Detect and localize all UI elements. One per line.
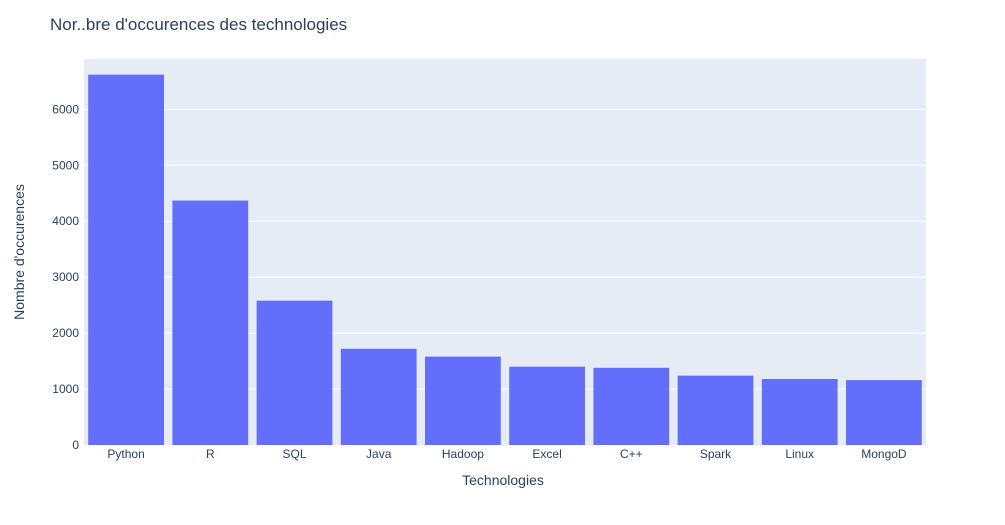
bar-r[interactable] — [172, 200, 249, 445]
chart-title: Nor..bre d'occurences des technologies — [50, 15, 347, 34]
x-tick-label: Linux — [785, 447, 814, 461]
x-axis-title: Technologies — [462, 472, 544, 488]
y-tick-label: 0 — [72, 438, 79, 452]
x-tick-label: Spark — [700, 447, 732, 461]
x-tick-label: Hadoop — [442, 447, 484, 461]
x-axis-ticks: Python R SQL Java Hadoop Excel C++ Spark Linux Mo… — [107, 447, 906, 461]
bar-linux[interactable] — [761, 378, 838, 445]
x-tick-label: SQL — [282, 447, 306, 461]
y-tick-label: 6000 — [52, 102, 79, 116]
x-tick-label: R — [206, 447, 215, 461]
y-tick-label: 4000 — [52, 214, 79, 228]
bar-sql[interactable] — [256, 300, 333, 445]
bar-spark[interactable] — [677, 375, 754, 445]
y-tick-label: 3000 — [52, 270, 79, 284]
y-tick-label: 2000 — [52, 326, 79, 340]
x-tick-label: Python — [107, 447, 144, 461]
x-tick-label: C++ — [620, 447, 643, 461]
bars — [88, 74, 922, 446]
y-tick-label: 5000 — [52, 158, 79, 172]
x-tick-label: Excel — [532, 447, 561, 461]
bar-hadoop[interactable] — [425, 356, 501, 445]
y-tick-label: 1000 — [52, 382, 79, 396]
x-tick-label: MongoD — [861, 447, 907, 461]
x-tick-label: Java — [366, 447, 392, 461]
bar-python[interactable] — [88, 74, 164, 446]
y-axis-title: Nombre d'occurences — [11, 184, 27, 320]
y-axis-ticks: 0 1000 2000 3000 4000 5000 6000 — [52, 102, 79, 452]
bar-mongod[interactable] — [846, 380, 922, 445]
bar-excel[interactable] — [509, 366, 585, 445]
bar-java[interactable] — [340, 348, 417, 445]
bar-c-[interactable] — [593, 367, 670, 445]
